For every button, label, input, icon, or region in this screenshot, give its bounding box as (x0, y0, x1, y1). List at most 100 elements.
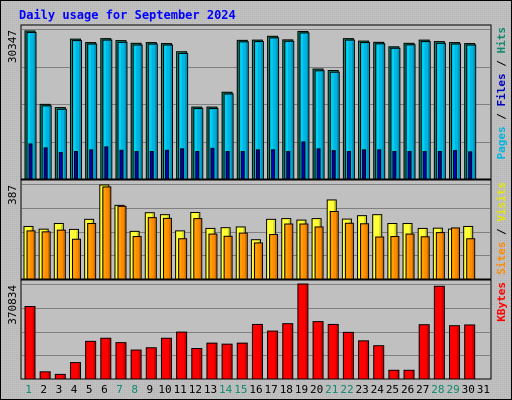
bar-sites (132, 236, 142, 280)
bar-files (58, 152, 63, 180)
x-tick-label: 15 (234, 383, 247, 396)
bar-sites (405, 233, 415, 280)
x-tick-label: 4 (71, 383, 78, 396)
bar-files (180, 148, 185, 180)
bar-sites (344, 222, 354, 280)
bar-sites (390, 236, 400, 280)
legend-part: / (495, 54, 508, 74)
bar-files (43, 147, 48, 180)
bar-sites (451, 227, 461, 280)
x-tick-label: 14 (219, 383, 233, 396)
bar-sites (360, 223, 370, 280)
x-tick-label: 20 (310, 383, 323, 396)
legend-part: Files (495, 73, 508, 106)
bar-sites (223, 235, 233, 280)
bar-sites (208, 233, 218, 280)
x-tick-label: 27 (416, 383, 429, 396)
bar-kbytes (358, 340, 370, 380)
bar-kbytes (282, 323, 294, 380)
bar-files (210, 147, 215, 180)
bar-files (301, 141, 306, 180)
bar-files (104, 146, 109, 180)
bar-kbytes (145, 347, 157, 380)
legend-part: Visits (495, 182, 508, 222)
bar-sites (193, 218, 203, 280)
legend-label: Sites / Visits (495, 182, 508, 275)
bar-kbytes (418, 324, 430, 380)
bar-kbytes (327, 323, 339, 380)
x-tick-label: 5 (86, 383, 93, 396)
bar-kbytes (433, 285, 445, 380)
bar-kbytes (464, 324, 476, 380)
y-axis-max-label: 370834 (6, 285, 19, 325)
bar-sites (87, 223, 97, 280)
legend-label: Pages / Files / Hits (495, 27, 508, 160)
bar-kbytes (267, 330, 279, 380)
x-tick-label: 1 (25, 383, 32, 396)
x-tick-label: 9 (147, 383, 154, 396)
panel-visits-sites: 387 Sites / Visits (6, 179, 508, 280)
legend-label: KBytes (495, 282, 508, 322)
bar-kbytes (312, 321, 324, 380)
bar-kbytes (251, 323, 263, 380)
bar-sites (238, 232, 248, 280)
bar-files (316, 148, 321, 180)
bar-kbytes (191, 348, 203, 380)
bar-kbytes (403, 369, 415, 380)
x-tick-label: 26 (401, 383, 414, 396)
bar-files (149, 151, 154, 180)
bar-files (164, 149, 169, 180)
x-tick-label: 6 (101, 383, 108, 396)
legend-part: Pages (495, 126, 508, 159)
bar-sites (147, 217, 157, 280)
x-tick-label: 10 (158, 383, 171, 396)
x-tick-label: 12 (189, 383, 202, 396)
bar-sites (41, 231, 51, 280)
legend-part: / (495, 222, 508, 242)
bar-kbytes (160, 337, 172, 380)
x-tick-label: 3 (56, 383, 63, 396)
bar-sites (269, 234, 279, 280)
bar-sites (329, 210, 339, 280)
bar-sites (71, 238, 81, 280)
bar-sites (466, 238, 476, 280)
bar-kbytes (388, 369, 400, 380)
bar-files (89, 149, 94, 180)
bar-files (119, 149, 124, 180)
bar-kbytes (176, 331, 188, 380)
bar-files (468, 151, 473, 180)
bar-kbytes (39, 371, 51, 380)
bar-kbytes (206, 342, 218, 380)
panel-pages-files-hits: 30347 Pages / Files / Hits (6, 24, 508, 180)
bar-files (28, 143, 33, 180)
x-tick-label: 19 (295, 383, 308, 396)
bar-files (346, 151, 351, 180)
bar-kbytes (85, 340, 97, 380)
bar-kbytes (130, 349, 142, 380)
bar-files (286, 151, 291, 180)
bar-files (134, 151, 139, 180)
bar-sites (178, 238, 188, 280)
bar-kbytes (342, 331, 354, 380)
bar-files (240, 151, 245, 180)
bar-files (422, 151, 427, 180)
x-tick-label: 23 (356, 383, 369, 396)
bar-sites (162, 217, 172, 280)
x-tick-label: 13 (204, 383, 217, 396)
bar-sites (284, 223, 294, 280)
x-tick-label: 21 (325, 383, 338, 396)
bar-files (255, 149, 260, 180)
bar-sites (102, 186, 112, 280)
legend-part: / (495, 107, 508, 127)
bar-files (437, 151, 442, 180)
bar-sites (299, 223, 309, 280)
x-axis-labels: 1 2 3 4 5 6 7 8 9 10 11 12 13 14 15 16 17 18 19 20 21 22 23 24 2… (25, 383, 490, 396)
x-tick-label: 25 (386, 383, 399, 396)
bar-sites (314, 226, 324, 280)
y-axis-max-label: 30347 (6, 30, 19, 63)
panel-kbytes: 370834 KBytes (6, 279, 508, 380)
bar-files (392, 151, 397, 180)
x-tick-label: 7 (116, 383, 123, 396)
bar-files (362, 149, 367, 180)
